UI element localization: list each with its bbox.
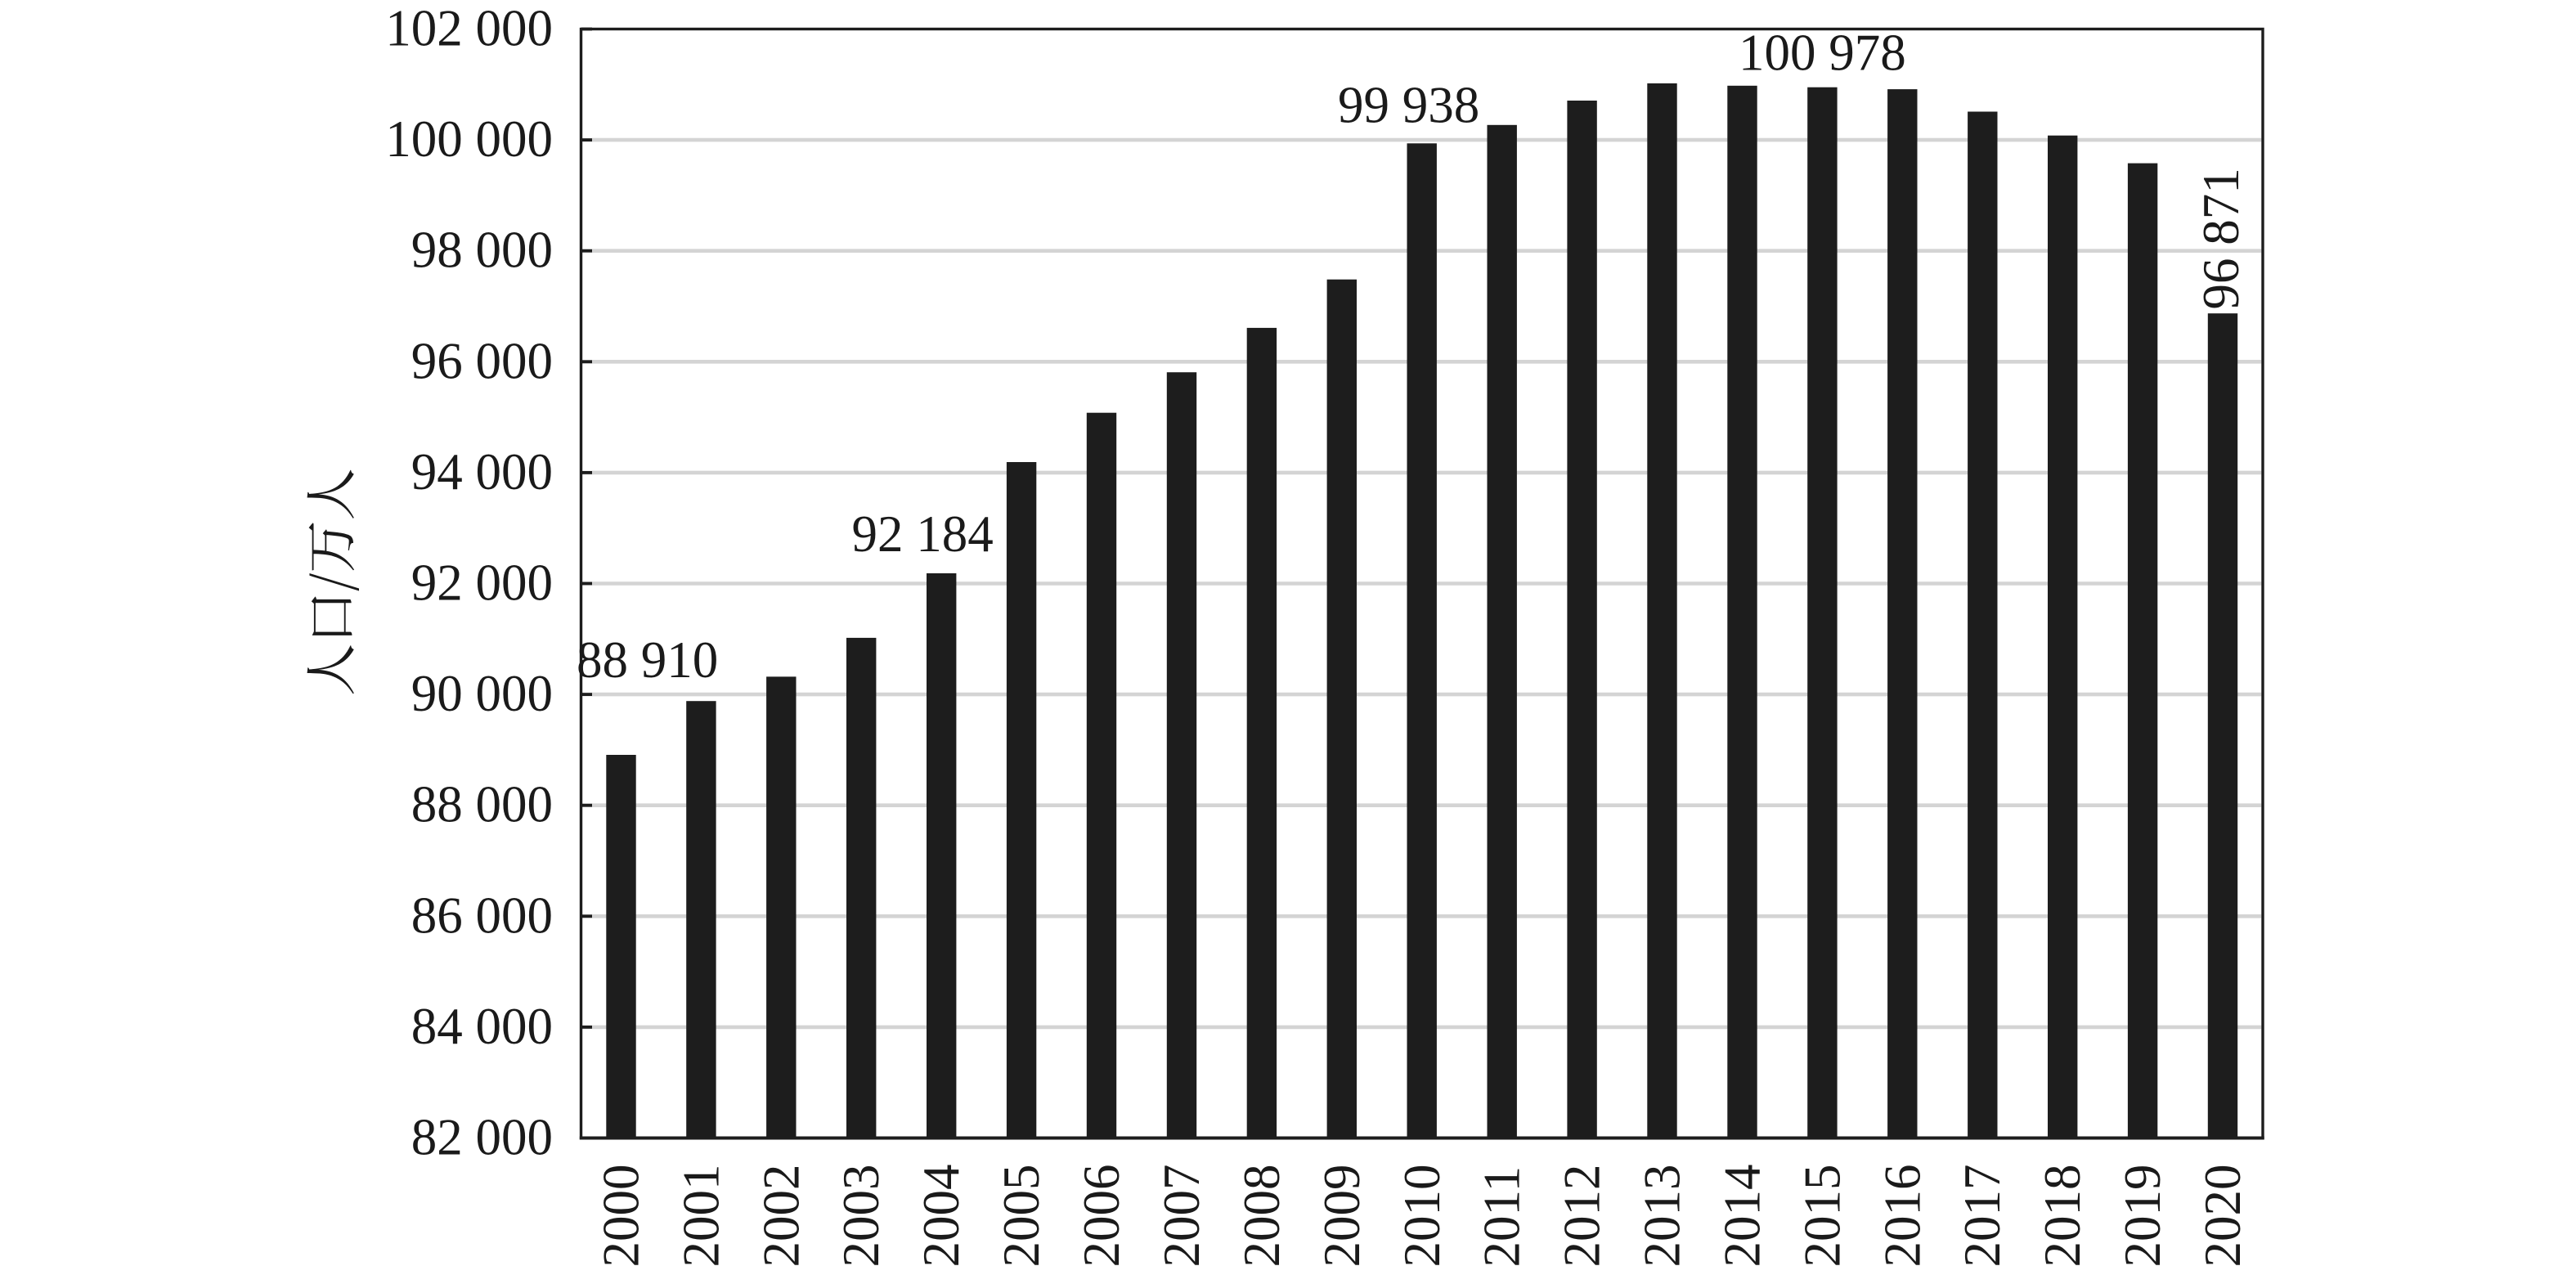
svg-text:2005: 2005: [993, 1165, 1050, 1268]
svg-text:98 000: 98 000: [411, 222, 553, 279]
svg-text:92 000: 92 000: [411, 554, 553, 612]
svg-text:88 000: 88 000: [411, 776, 553, 833]
svg-text:100 978: 100 978: [1739, 25, 1906, 82]
svg-text:102 000: 102 000: [385, 0, 553, 57]
svg-text:100 000: 100 000: [385, 110, 553, 168]
svg-text:90 000: 90 000: [411, 665, 553, 722]
svg-text:88 910: 88 910: [577, 631, 718, 689]
svg-text:2020: 2020: [2194, 1165, 2251, 1268]
svg-text:86 000: 86 000: [411, 887, 553, 944]
svg-text:94 000: 94 000: [411, 443, 553, 501]
svg-text:2017: 2017: [1954, 1165, 2011, 1268]
svg-text:2004: 2004: [913, 1165, 970, 1268]
svg-text:2009: 2009: [1313, 1165, 1371, 1268]
svg-text:92 184: 92 184: [852, 505, 994, 563]
svg-text:2011: 2011: [1474, 1166, 1531, 1268]
svg-text:2013: 2013: [1634, 1165, 1691, 1268]
svg-text:96 871: 96 871: [2192, 168, 2250, 309]
svg-text:99 938: 99 938: [1338, 77, 1479, 134]
svg-text:84 000: 84 000: [411, 998, 553, 1055]
svg-text:2019: 2019: [2114, 1165, 2171, 1268]
svg-text:2000: 2000: [593, 1165, 650, 1268]
svg-text:2002: 2002: [752, 1165, 810, 1268]
svg-text:2008: 2008: [1233, 1165, 1290, 1268]
svg-text:82 000: 82 000: [411, 1109, 553, 1166]
svg-text:2014: 2014: [1714, 1165, 1771, 1268]
svg-text:96 000: 96 000: [411, 332, 553, 389]
svg-text:2001: 2001: [672, 1165, 729, 1268]
svg-text:2006: 2006: [1073, 1165, 1130, 1268]
svg-text:2010: 2010: [1393, 1165, 1451, 1268]
svg-text:2016: 2016: [1874, 1165, 1931, 1268]
svg-text:2003: 2003: [832, 1165, 890, 1268]
svg-text:2015: 2015: [1793, 1165, 1851, 1268]
svg-text:2007: 2007: [1153, 1165, 1210, 1268]
svg-text:2018: 2018: [2034, 1165, 2091, 1268]
svg-text:2012: 2012: [1554, 1165, 1611, 1268]
